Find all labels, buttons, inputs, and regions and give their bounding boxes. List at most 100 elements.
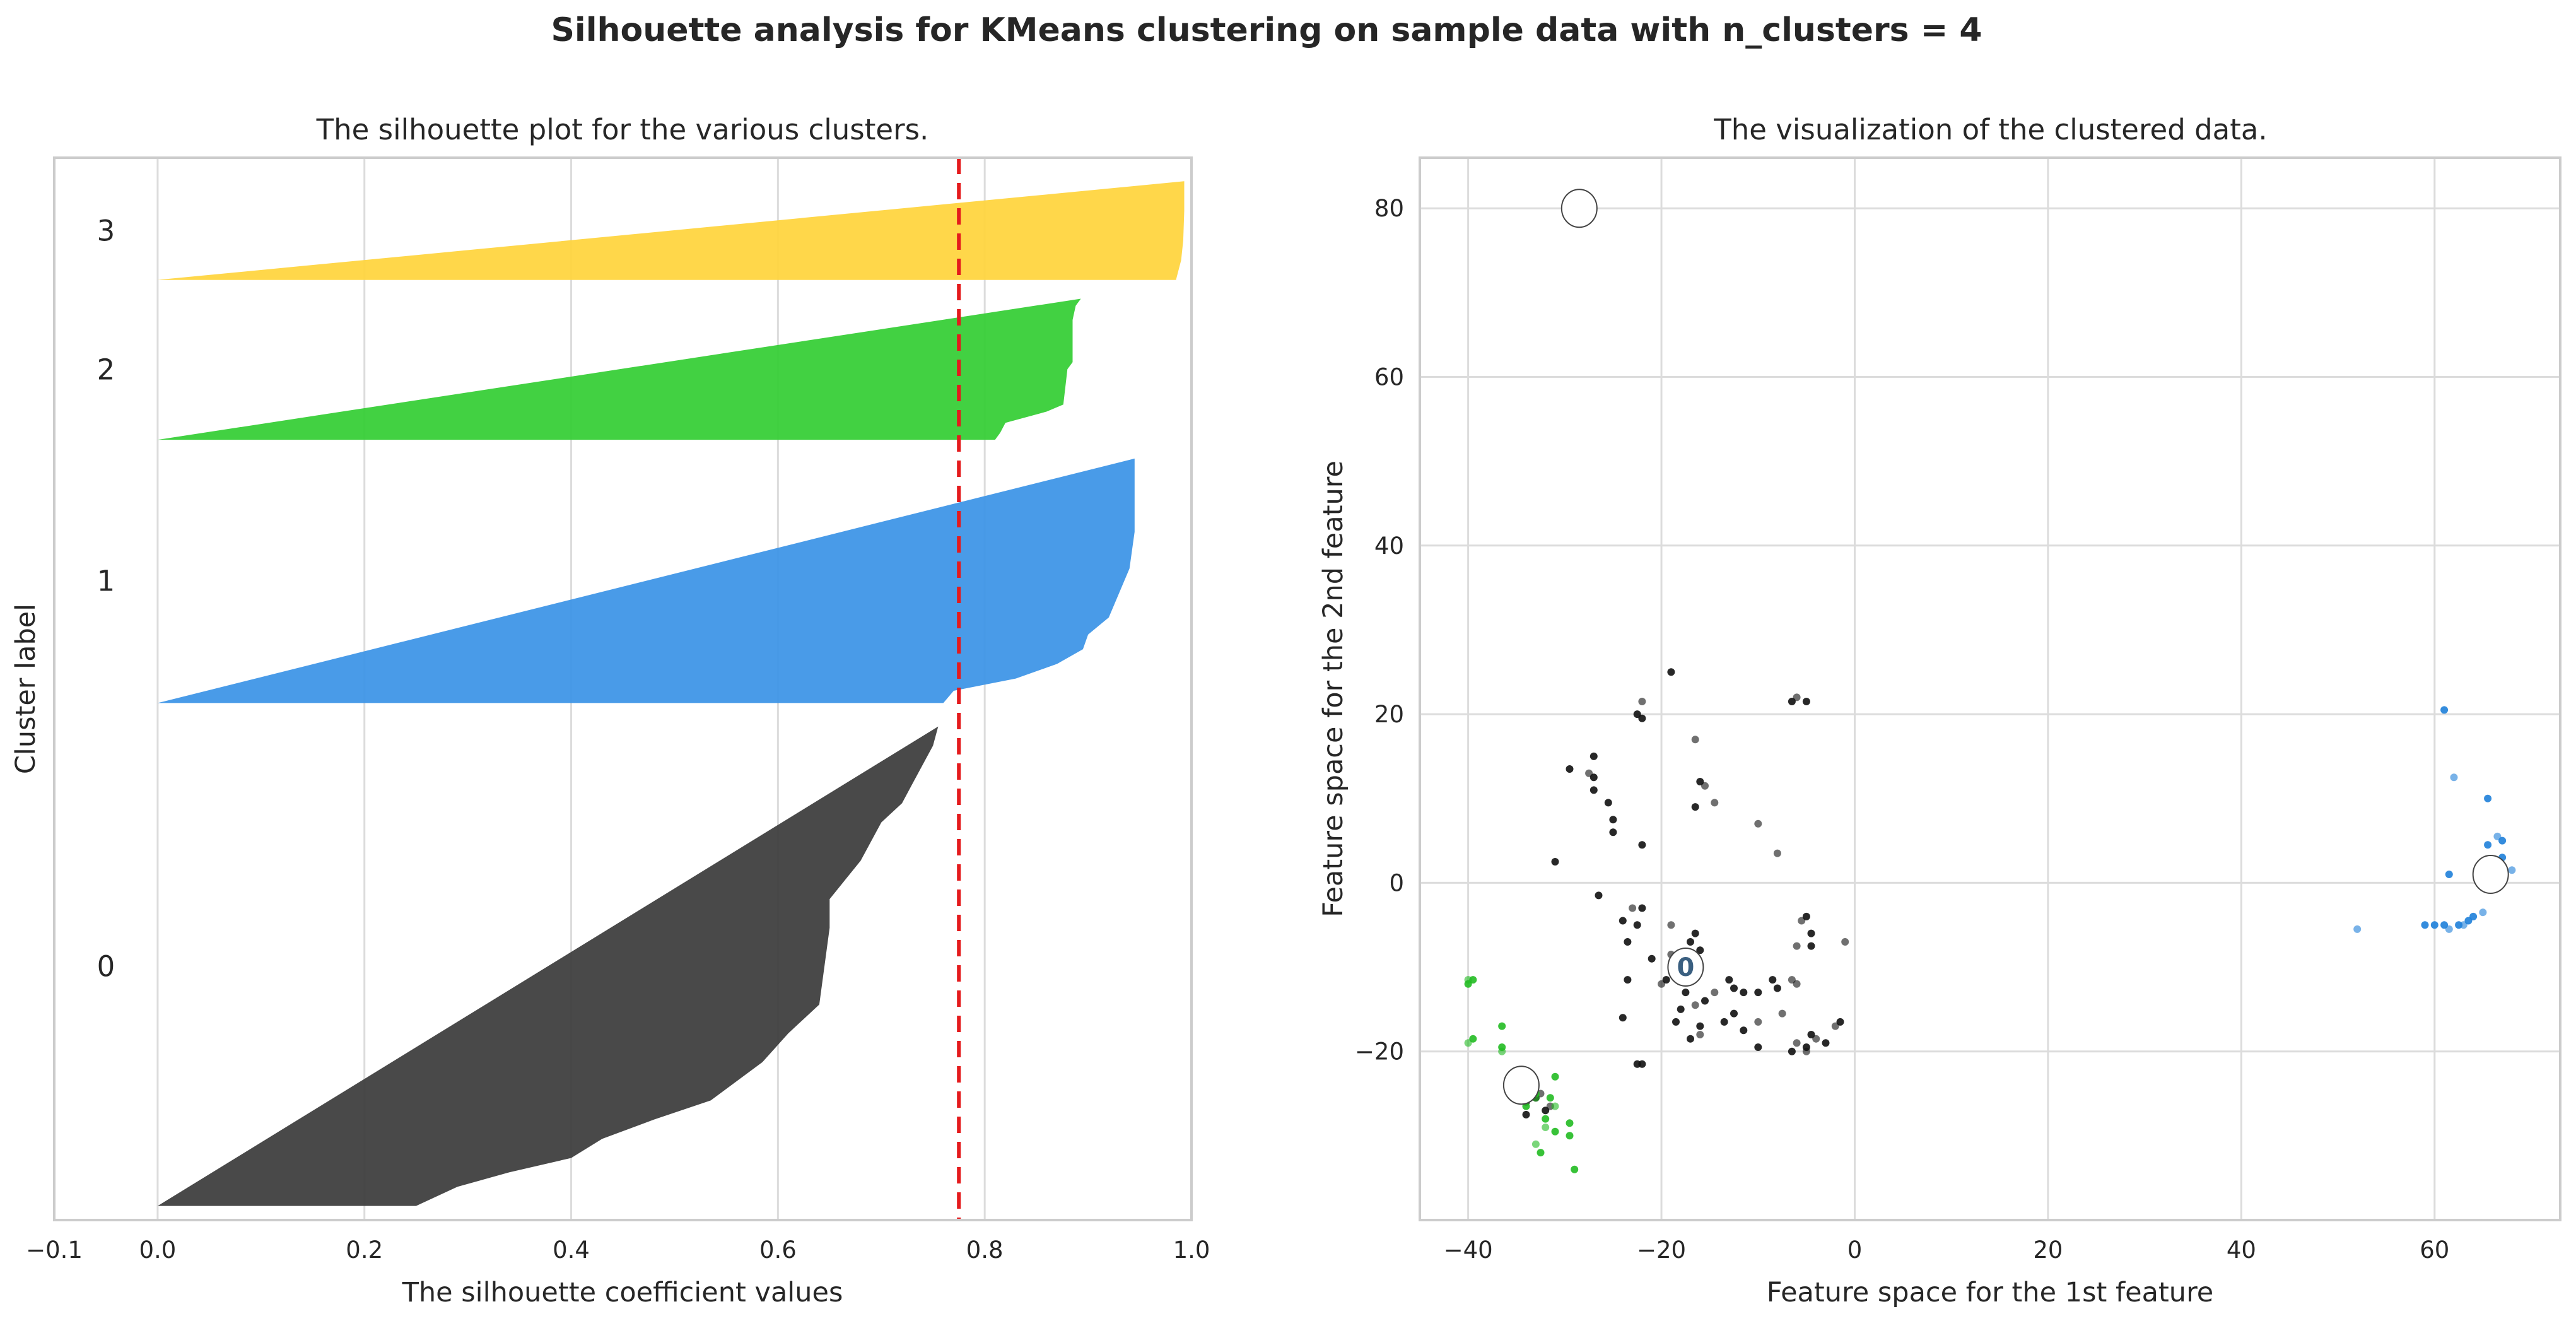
- scatter-point-cluster-0: [1812, 1035, 1820, 1043]
- scatter-point-cluster-0: [1633, 921, 1641, 929]
- scatter-point-cluster-0: [1691, 736, 1699, 744]
- scatter-point-cluster-0: [1701, 782, 1709, 790]
- scatter-point-cluster-0: [1802, 1047, 1810, 1055]
- scatter-point-cluster-1: [2484, 841, 2492, 849]
- scatter-panel: The visualization of the clustered data.…: [1318, 113, 2561, 1308]
- scatter-point-cluster-0: [1648, 954, 1656, 963]
- silhouette-x-tick-label: 0.6: [759, 1236, 797, 1264]
- scatter-point-cluster-0: [1769, 976, 1777, 984]
- scatter-point-cluster-0: [1629, 904, 1637, 912]
- scatter-point-cluster-2: [1546, 1094, 1554, 1102]
- scatter-point-cluster-2: [1537, 1149, 1545, 1157]
- scatter-point-cluster-0: [1711, 989, 1719, 997]
- scatter-x-tick-label: 0: [1847, 1236, 1863, 1264]
- scatter-point-cluster-0: [1619, 917, 1627, 925]
- scatter-point-cluster-2: [1551, 1072, 1559, 1081]
- scatter-y-tick-label: 80: [1374, 195, 1404, 222]
- scatter-point-cluster-0: [1691, 929, 1699, 937]
- scatter-point-cluster-0: [1831, 1022, 1839, 1030]
- scatter-point-cluster-0: [1667, 668, 1675, 676]
- scatter-point-cluster-2: [1464, 1039, 1472, 1047]
- cluster-center-label: 0: [1677, 953, 1694, 982]
- scatter-point-cluster-0: [1798, 917, 1806, 925]
- scatter-point-cluster-2: [1571, 1165, 1579, 1173]
- silhouette-x-tick-label: 0.4: [553, 1236, 590, 1264]
- scatter-point-cluster-1: [2455, 921, 2463, 929]
- scatter-y-tick-label: 60: [1374, 363, 1404, 390]
- scatter-x-tick-label: −40: [1444, 1236, 1493, 1264]
- cluster-center-marker: [1560, 189, 1598, 228]
- scatter-point-cluster-0: [1672, 1018, 1680, 1026]
- silhouette-panel: The silhouette plot for the various clus…: [10, 113, 1210, 1308]
- silhouette-x-tick-label: 0.8: [966, 1236, 1004, 1264]
- scatter-x-axis-label: Feature space for the 1st feature: [1767, 1277, 2214, 1308]
- silhouette-x-tick-label: −0.1: [26, 1236, 83, 1264]
- scatter-point-cluster-0: [1696, 946, 1704, 954]
- scatter-point-cluster-2: [1464, 980, 1472, 988]
- scatter-point-cluster-2: [1498, 1022, 1506, 1030]
- scatter-point-cluster-0: [1754, 819, 1762, 828]
- scatter-point-cluster-1: [2498, 837, 2507, 845]
- scatter-plot-title: The visualization of the clustered data.: [1713, 113, 2267, 146]
- scatter-point-cluster-0: [1793, 980, 1801, 988]
- scatter-point-cluster-0: [1773, 849, 1781, 857]
- scatter-point-cluster-0: [1619, 1014, 1627, 1022]
- scatter-point-cluster-0: [1624, 976, 1632, 984]
- scatter-x-tick-label: 40: [2227, 1236, 2256, 1264]
- scatter-x-tick-label: 60: [2420, 1236, 2449, 1264]
- cluster-center-marker: [2472, 855, 2509, 894]
- silhouette-cluster-labels: 0 1 2 3: [97, 214, 115, 983]
- scatter-point-cluster-0: [1841, 938, 1849, 946]
- scatter-point-cluster-1: [2353, 925, 2362, 933]
- scatter-point-cluster-0: [1793, 942, 1801, 950]
- scatter-point-cluster-0: [1590, 786, 1598, 794]
- scatter-point-cluster-0: [1551, 858, 1559, 866]
- scatter-point-cluster-0: [1730, 984, 1738, 992]
- scatter-point-cluster-1: [2479, 908, 2487, 917]
- scatter-point-cluster-1: [2445, 925, 2453, 933]
- cluster-label-0: 0: [97, 950, 115, 983]
- scatter-point-cluster-0: [1696, 1031, 1704, 1038]
- scatter-point-cluster-0: [1638, 841, 1646, 849]
- scatter-point-cluster-0: [1595, 891, 1603, 900]
- scatter-point-cluster-0: [1788, 1047, 1796, 1055]
- scatter-points: [1464, 668, 2516, 1173]
- cluster-label-2: 2: [97, 353, 115, 386]
- scatter-point-cluster-0: [1590, 773, 1598, 782]
- cluster-label-3: 3: [97, 214, 115, 247]
- scatter-point-cluster-0: [1604, 799, 1612, 807]
- scatter-point-cluster-0: [1754, 1043, 1762, 1051]
- scatter-point-cluster-0: [1638, 714, 1646, 722]
- scatter-point-cluster-0: [1740, 989, 1748, 997]
- cluster-center-marker: [1667, 948, 1704, 987]
- scatter-point-cluster-0: [1522, 1110, 1530, 1118]
- scatter-point-cluster-0: [1754, 989, 1762, 997]
- scatter-point-cluster-0: [1638, 698, 1646, 705]
- scatter-point-cluster-0: [1677, 1005, 1685, 1013]
- silhouette-fills: [157, 181, 1185, 1206]
- silhouette-fill-cluster-1: [157, 458, 1135, 703]
- scatter-point-cluster-0: [1807, 929, 1815, 937]
- silhouette-fill-cluster-2: [157, 298, 1081, 440]
- scatter-y-tick-label: −20: [1355, 1038, 1404, 1066]
- scatter-point-cluster-0: [1691, 1001, 1699, 1009]
- scatter-point-cluster-0: [1778, 1009, 1786, 1018]
- silhouette-plot-frame: [53, 156, 1193, 1221]
- scatter-point-cluster-2: [1531, 1140, 1540, 1148]
- scatter-x-tick-label: −20: [1637, 1236, 1686, 1264]
- silhouette-x-tick-label: 0.2: [346, 1236, 383, 1264]
- scatter-point-cluster-0: [1691, 803, 1699, 811]
- silhouette-x-axis-label: The silhouette coefficient values: [402, 1277, 843, 1308]
- scatter-point-cluster-1: [2440, 706, 2449, 714]
- scatter-point-cluster-2: [1542, 1124, 1550, 1131]
- scatter-y-tick-label: 40: [1374, 532, 1404, 560]
- scatter-plot-area: [1420, 158, 2560, 1220]
- figure-title: Silhouette analysis for KMeans clusterin…: [551, 11, 1982, 49]
- scatter-y-axis-label: Feature space for the 2nd feature: [1318, 461, 1349, 917]
- scatter-point-cluster-2: [1566, 1132, 1574, 1140]
- scatter-point-cluster-1: [2508, 866, 2516, 874]
- silhouette-fill-cluster-0: [157, 726, 939, 1206]
- scatter-cluster-centers: 0: [1502, 189, 2509, 1105]
- scatter-point-cluster-1: [2421, 921, 2429, 929]
